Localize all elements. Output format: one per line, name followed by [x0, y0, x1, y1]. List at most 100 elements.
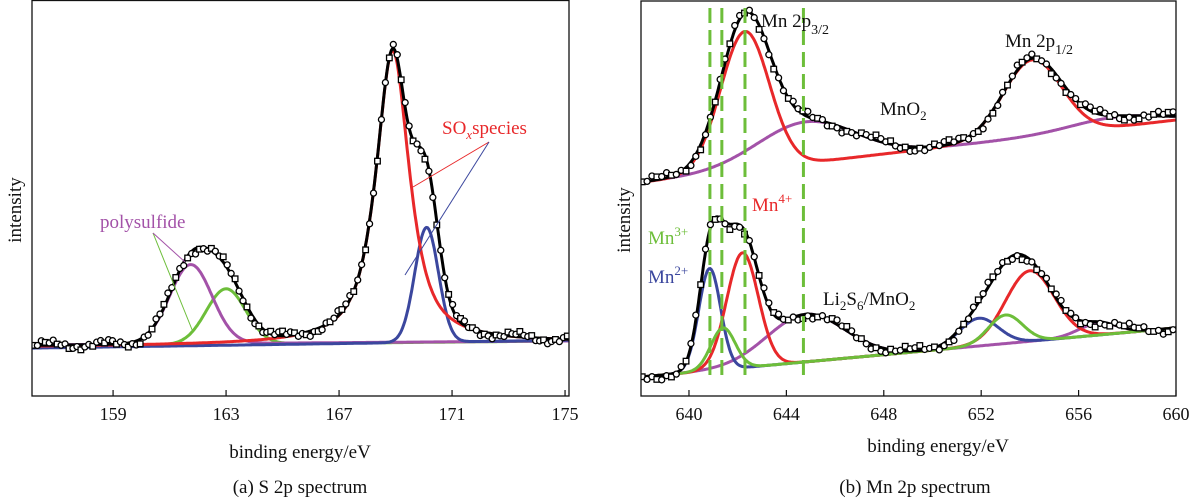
data-point-marker — [330, 314, 338, 322]
data-point-marker — [692, 311, 700, 319]
data-point-marker — [1072, 314, 1080, 322]
data-point-marker — [437, 246, 445, 254]
data-point-marker — [354, 276, 362, 284]
data-point-marker — [401, 98, 409, 107]
x-tick-label: 656 — [1065, 404, 1092, 424]
data-point-marker — [1028, 258, 1036, 266]
polysulfide-pointer-green — [152, 232, 194, 333]
x-tick-label: 175 — [552, 404, 579, 424]
data-point-marker — [974, 296, 982, 304]
data-point-marker — [804, 107, 812, 116]
data-point-marker — [393, 51, 401, 59]
data-point-marker — [425, 167, 433, 175]
data-point-marker — [326, 318, 334, 326]
x-tick-label: 648 — [870, 404, 897, 424]
sox-pointer-red — [412, 141, 490, 188]
data-point-marker — [989, 273, 997, 281]
data-point-marker — [369, 189, 378, 197]
data-point-marker — [540, 336, 548, 344]
data-point-marker — [887, 137, 895, 145]
data-point-marker — [338, 306, 346, 313]
panel-a-frame — [31, 0, 570, 397]
data-point-marker — [429, 193, 437, 202]
data-point-marker — [247, 314, 255, 322]
data-point-marker — [413, 140, 421, 148]
data-point-marker — [1037, 270, 1046, 278]
panel-b-x-label: binding energy/eV — [867, 436, 1009, 457]
data-point-marker — [1096, 105, 1104, 114]
mn4-label: Mn4+ — [752, 191, 792, 216]
panel-a-s2p: 159 163 167 171 175 intensity binding energy… — [5, 0, 579, 498]
data-point-marker — [760, 284, 768, 292]
data-point-marker — [362, 246, 370, 254]
data-point-marker — [843, 322, 851, 330]
data-point-marker — [342, 300, 350, 308]
data-point-marker — [144, 331, 152, 339]
panel-a-x-label: binding energy/eV — [229, 442, 371, 463]
mn3-label: Mn3+ — [648, 224, 688, 249]
data-point-marker — [833, 124, 841, 132]
data-point-marker — [916, 342, 924, 349]
data-point-marker — [460, 317, 469, 325]
data-point-marker — [235, 287, 243, 295]
data-point-marker — [847, 327, 856, 335]
data-point-marker — [677, 363, 685, 371]
data-point-marker — [731, 21, 739, 30]
data-point-marker — [156, 310, 164, 318]
mno2-label: MnO2 — [880, 99, 927, 123]
data-point-marker — [687, 161, 695, 170]
data-point-marker — [1140, 323, 1148, 331]
data-point-marker — [441, 274, 449, 282]
data-point-marker — [994, 267, 1002, 276]
data-point-marker — [935, 346, 943, 354]
data-point-marker — [706, 220, 715, 229]
data-point-marker — [960, 320, 968, 328]
data-point-marker — [969, 303, 978, 311]
x-tick-label: 163 — [213, 404, 240, 424]
data-point-marker — [227, 269, 235, 278]
data-point-marker — [472, 326, 480, 334]
polysulfide-label: polysulfide — [100, 212, 186, 233]
data-point-marker — [211, 247, 219, 255]
data-point-marker — [862, 340, 870, 348]
data-point-marker — [687, 339, 695, 348]
data-point-marker — [219, 253, 227, 261]
panel-a-y-label: intensity — [5, 177, 26, 243]
data-point-marker — [818, 115, 827, 124]
data-point-marker — [1169, 326, 1176, 334]
data-point-marker — [721, 220, 729, 228]
data-point-marker — [726, 40, 734, 48]
data-point-marker — [1004, 81, 1011, 89]
data-point-marker — [1135, 115, 1143, 123]
data-point-marker — [1067, 90, 1075, 99]
data-point-marker — [779, 87, 788, 95]
data-point-marker — [760, 34, 768, 43]
data-point-marker — [1052, 290, 1060, 298]
data-point-marker — [818, 312, 827, 320]
panel-b-x-ticks: 640 644 648 652 656 660 — [675, 390, 1190, 424]
data-point-marker — [1067, 309, 1075, 317]
data-point-marker — [1057, 79, 1065, 88]
data-point-marker — [350, 288, 358, 295]
panel-a-plot-area — [32, 40, 569, 354]
data-point-marker — [979, 290, 987, 298]
data-point-marker — [1106, 322, 1114, 330]
data-point-marker — [872, 344, 880, 352]
data-point-marker — [231, 275, 239, 283]
data-point-marker — [964, 315, 973, 323]
data-point-marker — [136, 340, 144, 348]
data-point-marker — [697, 281, 705, 289]
panel-b-frame — [640, 0, 1177, 397]
data-point-marker — [223, 261, 231, 269]
data-point-marker — [774, 310, 783, 318]
data-point-marker — [711, 98, 719, 106]
data-point-marker — [658, 172, 666, 181]
data-point-marker — [381, 78, 390, 87]
data-point-marker — [374, 157, 381, 165]
data-point-marker — [901, 143, 909, 151]
data-point-marker — [789, 97, 797, 105]
data-point-marker — [984, 115, 992, 123]
mn2-label: Mn2+ — [648, 263, 688, 288]
data-point-marker — [239, 297, 247, 305]
data-point-marker — [672, 170, 680, 179]
